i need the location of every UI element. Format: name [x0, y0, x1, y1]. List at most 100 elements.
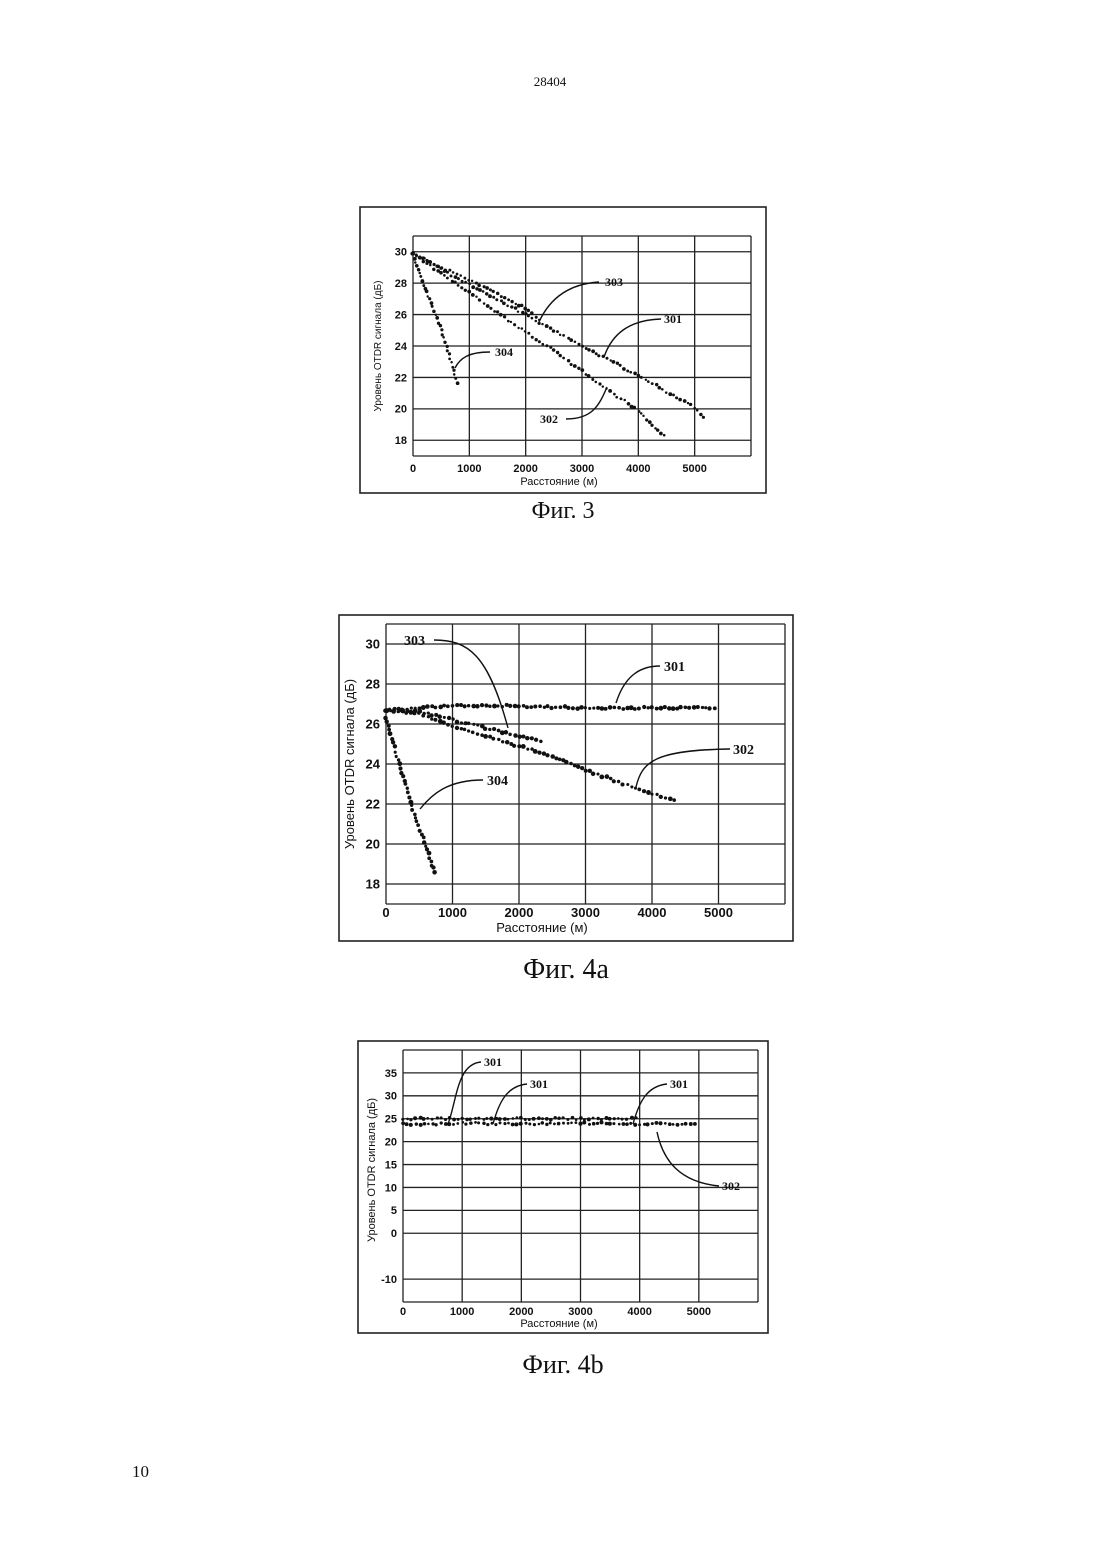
- data-point: [508, 733, 511, 736]
- data-point: [617, 780, 620, 783]
- data-point: [579, 1116, 583, 1120]
- data-point: [454, 275, 458, 279]
- data-point: [562, 334, 565, 337]
- data-point: [659, 432, 663, 436]
- data-point: [621, 1118, 624, 1121]
- data-point: [535, 316, 538, 319]
- data-point: [440, 1121, 443, 1124]
- data-point: [401, 1121, 405, 1125]
- annotation-301-b: 301: [530, 1077, 548, 1091]
- data-point: [489, 1117, 493, 1121]
- data-point: [405, 1122, 409, 1126]
- x-tick-label: 0: [400, 1306, 406, 1318]
- x-tick-label: 2000: [505, 905, 534, 920]
- data-point: [663, 705, 667, 709]
- data-point: [659, 795, 663, 799]
- x-axis-label: Расстояние (м): [520, 476, 597, 488]
- data-point: [507, 1118, 510, 1121]
- data-point: [461, 1117, 464, 1120]
- data-point: [432, 310, 435, 313]
- data-point: [687, 706, 691, 710]
- data-point: [422, 836, 426, 840]
- data-point: [616, 362, 619, 365]
- data-point: [401, 774, 405, 778]
- page-number: 10: [132, 1462, 149, 1482]
- data-point: [577, 343, 580, 346]
- data-point: [588, 707, 591, 710]
- data-point: [597, 1117, 600, 1120]
- data-point: [414, 261, 417, 264]
- series-302: [384, 708, 676, 802]
- data-point: [665, 391, 668, 394]
- y-tick-label: 26: [366, 717, 380, 732]
- data-point: [469, 1121, 473, 1125]
- data-point: [642, 415, 644, 417]
- y-axis-label: Уровень OTDR сигнала (дБ): [342, 679, 357, 849]
- data-point: [477, 284, 481, 288]
- data-point: [545, 1117, 549, 1121]
- data-point: [687, 402, 689, 404]
- annotation-302: 302: [733, 743, 754, 758]
- data-point: [630, 1116, 634, 1120]
- data-point: [556, 330, 559, 333]
- data-point: [510, 321, 512, 323]
- data-point: [654, 1121, 658, 1125]
- y-tick-label: 24: [366, 757, 381, 772]
- data-point: [477, 1117, 480, 1120]
- data-point: [387, 728, 391, 732]
- data-point: [488, 735, 492, 739]
- x-tick-label: 3000: [571, 905, 600, 920]
- data-point: [433, 263, 436, 266]
- data-point: [443, 341, 446, 344]
- data-point: [632, 406, 636, 410]
- y-tick-label: 20: [366, 837, 380, 852]
- data-point: [418, 256, 422, 260]
- data-point: [480, 703, 484, 707]
- data-point: [455, 703, 459, 707]
- data-point: [531, 317, 534, 320]
- data-point: [592, 1117, 595, 1120]
- y-tick-label: 0: [391, 1228, 397, 1240]
- data-point: [429, 713, 433, 717]
- data-point: [513, 323, 516, 326]
- data-point: [530, 311, 534, 315]
- data-point: [446, 277, 449, 280]
- data-point: [564, 760, 569, 765]
- data-point: [625, 1118, 628, 1121]
- data-point: [552, 329, 555, 332]
- data-point: [651, 1122, 654, 1125]
- data-point: [464, 289, 467, 292]
- data-point: [430, 718, 433, 721]
- data-point: [440, 266, 443, 269]
- data-point: [613, 1117, 616, 1120]
- data-point: [431, 1122, 434, 1125]
- data-point: [528, 1118, 531, 1121]
- data-point: [478, 298, 481, 301]
- data-point: [441, 720, 445, 724]
- x-tick-label: 4000: [626, 463, 650, 475]
- data-point: [464, 1123, 467, 1126]
- data-point: [608, 389, 612, 393]
- data-point: [462, 1121, 465, 1124]
- data-point: [656, 428, 659, 431]
- chart-fig3: 01000200030004000500018202224262830 Уров…: [359, 206, 767, 494]
- data-point: [693, 407, 696, 410]
- y-tick-label: 26: [395, 309, 407, 321]
- data-point: [439, 324, 442, 327]
- data-point: [463, 277, 466, 280]
- y-tick-label: 22: [366, 797, 380, 812]
- leader-304: [455, 352, 490, 368]
- data-point: [608, 1122, 612, 1126]
- data-point: [446, 345, 449, 348]
- data-point: [486, 304, 490, 308]
- y-tick-label: 30: [366, 637, 380, 652]
- data-point: [559, 334, 561, 336]
- data-point: [448, 269, 451, 272]
- data-point: [454, 377, 457, 380]
- data-point: [507, 298, 510, 301]
- data-point: [483, 727, 487, 731]
- document-number: 28404: [0, 74, 1100, 90]
- data-point: [546, 704, 550, 708]
- data-point: [422, 1117, 426, 1121]
- data-point: [570, 363, 573, 366]
